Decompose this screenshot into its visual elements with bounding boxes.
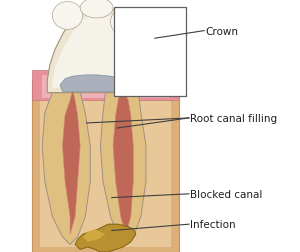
Polygon shape (32, 81, 179, 252)
Polygon shape (100, 93, 146, 244)
Polygon shape (47, 5, 146, 93)
Polygon shape (52, 13, 141, 88)
Polygon shape (32, 71, 179, 101)
Polygon shape (60, 76, 126, 92)
Text: Blocked canal: Blocked canal (190, 189, 262, 199)
Polygon shape (42, 93, 90, 244)
Ellipse shape (52, 3, 83, 30)
Polygon shape (42, 76, 169, 98)
Ellipse shape (110, 9, 138, 37)
FancyBboxPatch shape (114, 8, 186, 97)
Polygon shape (113, 91, 133, 234)
Text: Root canal filling: Root canal filling (190, 113, 278, 123)
Polygon shape (62, 91, 80, 234)
Polygon shape (75, 224, 136, 252)
Text: Infection: Infection (190, 219, 236, 229)
Text: Crown: Crown (206, 26, 239, 37)
Polygon shape (83, 229, 106, 242)
Ellipse shape (80, 0, 113, 19)
Polygon shape (40, 88, 171, 247)
